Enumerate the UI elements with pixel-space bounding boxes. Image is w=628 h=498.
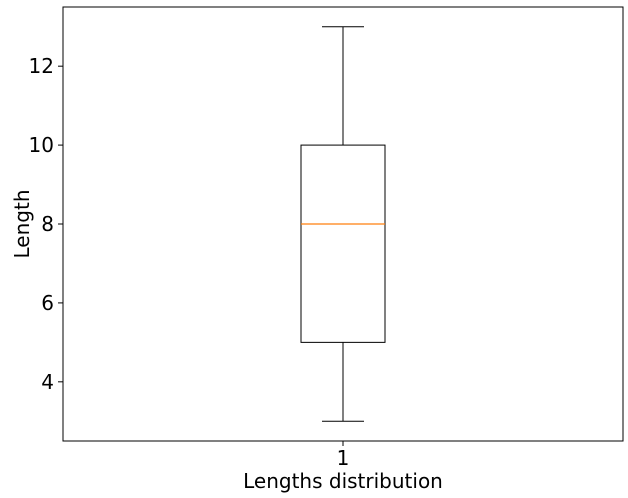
box-1: [300, 26, 386, 422]
y-axis-title: Length: [10, 190, 34, 259]
interquartile-box: [300, 144, 386, 343]
y-axis: 4 6 8 10 12: [29, 54, 63, 394]
y-tick-label: 12: [29, 54, 54, 78]
x-axis: 1: [337, 441, 350, 470]
y-tick-label: 10: [29, 133, 54, 157]
y-tick-label: 6: [41, 291, 54, 315]
x-tick-label: 1: [337, 446, 350, 470]
plot-layer: [300, 26, 386, 422]
y-tick-label: 8: [41, 212, 54, 236]
y-tick-label: 4: [41, 370, 54, 394]
x-axis-title: Lengths distribution: [243, 469, 443, 493]
